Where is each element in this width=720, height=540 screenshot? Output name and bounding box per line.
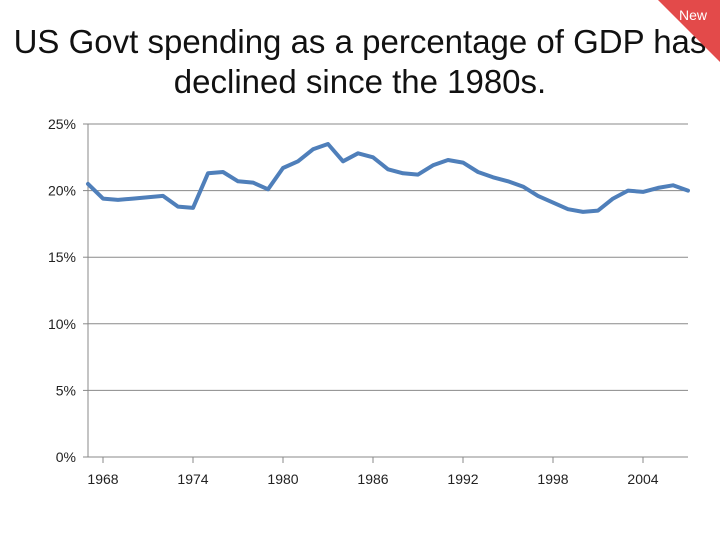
- data-point-0-15: [311, 147, 315, 151]
- data-point-0-35: [611, 197, 615, 201]
- data-point-0-23: [431, 163, 435, 167]
- chart-title-line-2: declined since the 1980s.: [173, 63, 547, 100]
- x-tick-label-3: 1986: [357, 471, 388, 487]
- data-point-0-40: [686, 189, 690, 193]
- data-point-0-26: [476, 170, 480, 174]
- series-line-0: [86, 142, 690, 214]
- data-point-0-27: [491, 175, 495, 179]
- data-point-0-11: [251, 181, 255, 185]
- new-badge: New: [658, 0, 720, 62]
- y-tick-label-2: 10%: [48, 316, 76, 332]
- data-point-0-10: [236, 179, 240, 183]
- data-point-0-16: [326, 142, 330, 146]
- data-point-0-14: [296, 159, 300, 163]
- data-point-0-12: [266, 187, 270, 191]
- new-badge-ribbon: [658, 0, 720, 62]
- x-axis-ticks: 1968 1974 1980 1986 1992 1998 2004: [87, 457, 659, 487]
- data-point-0-13: [281, 166, 285, 170]
- y-tick-label-4: 20%: [48, 183, 76, 199]
- data-point-0-17: [341, 159, 345, 163]
- data-point-0-34: [596, 209, 600, 213]
- x-tick-label-5: 1998: [537, 471, 568, 487]
- data-point-0-0: [86, 182, 90, 186]
- data-point-0-24: [446, 158, 450, 162]
- data-point-0-20: [386, 167, 390, 171]
- data-point-0-22: [416, 173, 420, 177]
- chart-title-line-1: US Govt spending as a percentage of GDP …: [13, 23, 707, 60]
- data-point-0-5: [161, 194, 165, 198]
- x-tick-label-1: 1974: [177, 471, 208, 487]
- y-tick-label-3: 15%: [48, 249, 76, 265]
- data-point-0-4: [146, 195, 150, 199]
- y-tick-label-0: 0%: [56, 449, 76, 465]
- data-point-0-33: [581, 210, 585, 214]
- x-tick-label-0: 1968: [87, 471, 118, 487]
- data-point-0-32: [566, 207, 570, 211]
- series-group: [86, 142, 690, 214]
- data-point-0-19: [371, 155, 375, 159]
- data-point-0-38: [656, 186, 660, 190]
- data-point-0-18: [356, 151, 360, 155]
- data-point-0-37: [641, 190, 645, 194]
- chart-title: US Govt spending as a percentage of GDP …: [0, 22, 720, 102]
- data-point-0-39: [671, 183, 675, 187]
- new-badge-label: New: [679, 7, 708, 23]
- y-axis-ticks: 0% 5% 10% 15% 20% 25%: [48, 116, 88, 465]
- data-point-0-28: [506, 179, 510, 183]
- data-point-0-25: [461, 161, 465, 165]
- data-point-0-2: [116, 198, 120, 202]
- gridlines: [88, 123, 688, 391]
- y-tick-label-5: 25%: [48, 116, 76, 132]
- data-point-0-21: [401, 171, 405, 175]
- data-point-0-8: [206, 171, 210, 175]
- data-point-0-6: [176, 205, 180, 209]
- x-tick-label-4: 1992: [447, 471, 478, 487]
- data-point-0-31: [551, 201, 555, 205]
- data-point-0-30: [536, 194, 540, 198]
- data-point-0-1: [101, 197, 105, 201]
- data-point-0-9: [221, 170, 225, 174]
- data-point-0-7: [191, 206, 195, 210]
- x-tick-label-2: 1980: [267, 471, 298, 487]
- y-tick-label-1: 5%: [56, 382, 76, 398]
- data-point-0-3: [131, 197, 135, 201]
- data-point-0-29: [521, 185, 525, 189]
- x-tick-label-6: 2004: [627, 471, 658, 487]
- data-point-0-36: [626, 189, 630, 193]
